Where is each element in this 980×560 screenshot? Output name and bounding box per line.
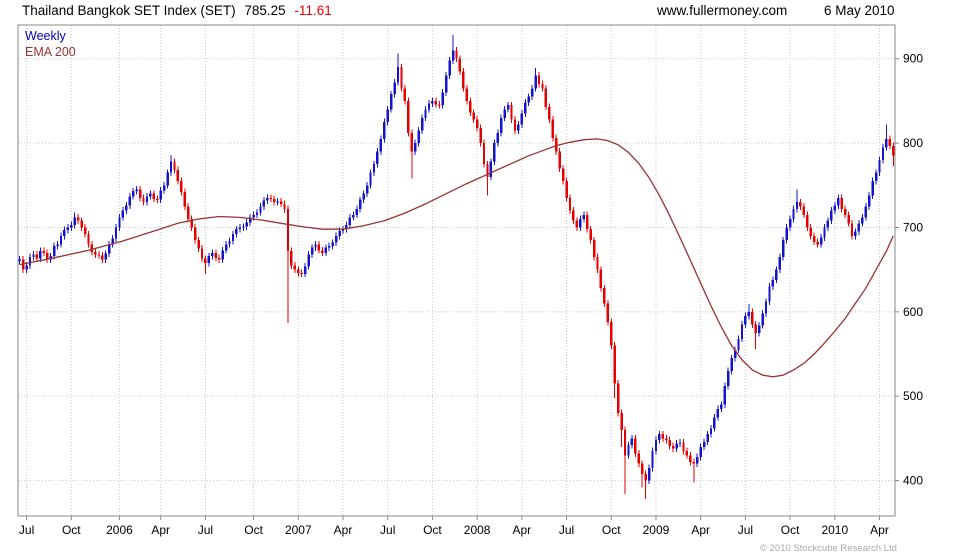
chart-date: 6 May 2010 <box>824 3 895 18</box>
svg-text:500: 500 <box>903 389 923 403</box>
copyright-notice: © 2010 Stockcube Research Ltd <box>760 543 897 554</box>
svg-text:Jul: Jul <box>198 523 213 537</box>
title-block: Thailand Bangkok SET Index (SET) 785.25 … <box>22 3 337 18</box>
svg-text:Apr: Apr <box>334 523 353 537</box>
gridlines <box>18 25 895 516</box>
last-price: 785.25 <box>244 3 286 18</box>
axis-labels: 400 500 600 700 800 900 Jul Oct 2006 Apr Jul Oct 200… <box>19 52 923 537</box>
svg-text:Apr: Apr <box>513 523 532 537</box>
svg-text:Apr: Apr <box>691 523 710 537</box>
legend-weekly-label: Weekly <box>25 29 66 43</box>
svg-text:800: 800 <box>903 136 923 150</box>
svg-text:900: 900 <box>903 52 923 66</box>
svg-text:400: 400 <box>903 474 923 488</box>
chart-legend: Weekly EMA 200 <box>25 28 76 60</box>
svg-text:Jul: Jul <box>738 523 753 537</box>
svg-text:Oct: Oct <box>62 523 81 537</box>
svg-text:Oct: Oct <box>781 523 800 537</box>
svg-text:Jul: Jul <box>380 523 395 537</box>
svg-text:2010: 2010 <box>821 523 848 537</box>
svg-text:2006: 2006 <box>106 523 133 537</box>
svg-text:600: 600 <box>903 305 923 319</box>
price-change: -11.61 <box>294 3 332 18</box>
svg-text:2008: 2008 <box>464 523 491 537</box>
svg-text:2007: 2007 <box>285 523 312 537</box>
website-link[interactable]: www.fullermoney.com <box>657 3 788 18</box>
svg-text:Oct: Oct <box>602 523 621 537</box>
svg-text:Oct: Oct <box>244 523 263 537</box>
chart-header: Thailand Bangkok SET Index (SET) 785.25 … <box>0 2 980 22</box>
svg-text:Apr: Apr <box>151 523 170 537</box>
candlestick-series <box>18 35 895 500</box>
legend-ema-label: EMA 200 <box>25 45 76 59</box>
svg-text:Jul: Jul <box>19 523 34 537</box>
svg-text:Oct: Oct <box>423 523 442 537</box>
svg-text:Apr: Apr <box>870 523 889 537</box>
svg-text:Jul: Jul <box>559 523 574 537</box>
svg-text:700: 700 <box>903 220 923 234</box>
plot-border <box>17 24 896 517</box>
ema-line <box>19 138 894 378</box>
chart-title: Thailand Bangkok SET Index (SET) <box>22 3 236 18</box>
svg-text:2009: 2009 <box>643 523 670 537</box>
